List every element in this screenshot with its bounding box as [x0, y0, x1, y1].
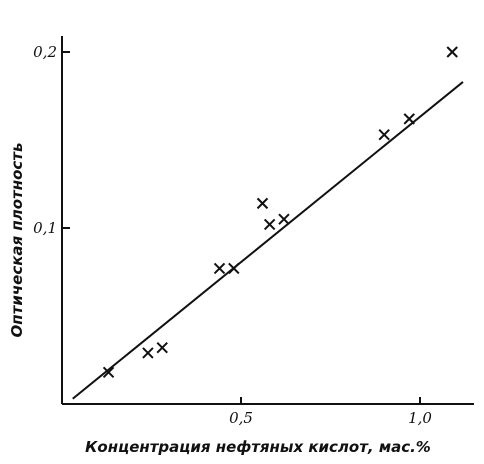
data-point-x-marker: [278, 213, 290, 225]
data-point-x-marker: [142, 347, 154, 359]
data-point-x-marker: [446, 46, 458, 58]
fit-line: [72, 81, 464, 400]
data-point-x-marker: [228, 262, 240, 275]
data-point-x-marker: [403, 113, 415, 125]
data-point-x-marker: [156, 341, 168, 354]
data-point-x-marker: [102, 366, 115, 379]
y-tick-label: 0,1: [33, 219, 57, 237]
data-point-x-marker: [256, 197, 269, 210]
ticks: 0,5 1,0 0,1 0,2: [33, 43, 432, 427]
fit-line-group: [72, 81, 464, 400]
data-point-x-marker: [263, 218, 276, 231]
x-tick-label: 0,5: [229, 409, 253, 427]
y-axis-title: Оптическая плотность: [8, 143, 26, 338]
x-tick-label: 1,0: [408, 409, 432, 427]
x-axis-title: Концентрация нефтяных кислот, мас.%: [85, 438, 431, 456]
data-point-x-marker: [378, 129, 390, 141]
y-tick-label: 0,2: [33, 43, 57, 61]
data-point-x-marker: [213, 262, 226, 275]
data-points: [102, 46, 458, 379]
